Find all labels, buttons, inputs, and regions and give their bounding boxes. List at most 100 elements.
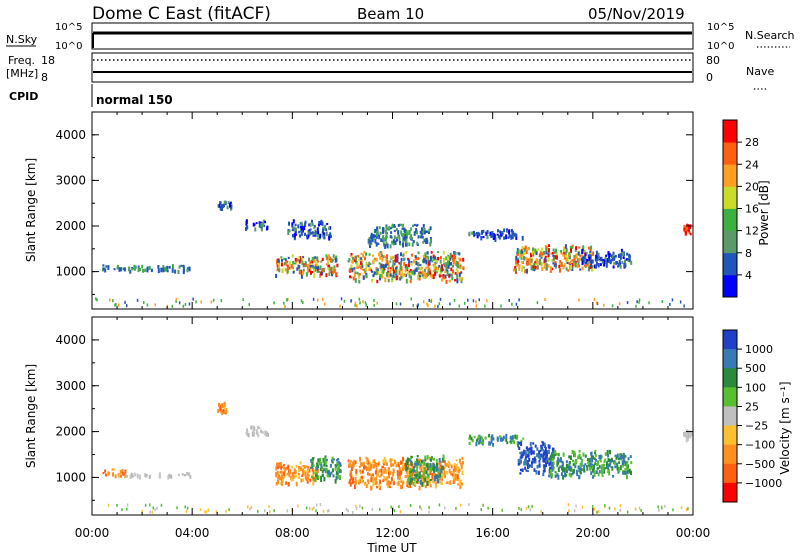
velocity-cell: [604, 458, 607, 461]
power-cell: [426, 230, 428, 233]
power-cell: [553, 250, 556, 254]
velocity-cell: [434, 482, 437, 485]
power-cell: [392, 259, 395, 263]
power-cell: [306, 268, 309, 274]
velocity-cell: [626, 469, 629, 475]
x-tick-label: 12:00: [375, 526, 410, 540]
x-tick-label: 08:00: [275, 526, 310, 540]
power-clutter-cell: [410, 297, 412, 301]
velocity-cell: [294, 474, 297, 478]
power-cell: [413, 231, 416, 236]
power-cell: [378, 226, 381, 230]
power-cell: [382, 227, 384, 232]
velocity-clutter-cell: [184, 505, 186, 509]
velocity-cell: [519, 472, 522, 475]
power-cell: [178, 265, 181, 269]
power-cell: [442, 276, 445, 280]
power-cell: [569, 260, 572, 264]
velocity-cell: [522, 437, 525, 440]
power-cell: [310, 270, 312, 275]
velocity-cell: [583, 470, 586, 473]
velocity-cell: [325, 458, 328, 462]
power-cell: [222, 204, 224, 208]
power-cell: [382, 239, 385, 244]
velocity-cell: [607, 458, 610, 462]
power-cell: [309, 262, 311, 266]
power-cell: [310, 264, 313, 268]
power-cell: [284, 258, 287, 262]
velocity-cell: [395, 463, 398, 468]
velocity-cell: [382, 459, 385, 464]
power-cell: [380, 239, 383, 242]
velocity-cell: [574, 452, 576, 458]
velocity-cell: [431, 472, 434, 477]
velocity-clutter-cell: [326, 509, 329, 513]
velocity-cell: [517, 462, 520, 466]
velocity-cell: [307, 474, 310, 477]
power-cell: [133, 264, 136, 270]
power-cell: [294, 262, 297, 265]
velocity-cell: [552, 466, 555, 469]
power-cell: [589, 257, 592, 261]
velocity-cell: [316, 470, 319, 473]
power-cell: [357, 254, 360, 258]
power-cell: [371, 278, 374, 283]
power-cell: [405, 251, 408, 254]
power-cell: [551, 267, 554, 271]
velocity-colorbar-swatch: [723, 330, 737, 350]
power-clutter-cell: [437, 304, 439, 308]
velocity-cell: [407, 485, 410, 489]
velocity-cell: [457, 466, 460, 470]
velocity-cell: [479, 437, 481, 443]
power-cell: [539, 251, 542, 256]
power-colorbar-tick-label: 12: [745, 225, 759, 238]
power-cell: [588, 263, 591, 267]
velocity-cell: [448, 468, 451, 474]
power-echo-region: [245, 219, 269, 232]
power-cell: [573, 256, 576, 261]
velocity-cell: [457, 470, 460, 474]
power-cell: [494, 237, 497, 242]
velocity-cell: [298, 472, 300, 475]
velocity-cell: [225, 409, 228, 414]
velocity-cell: [251, 431, 254, 437]
velocity-cell: [459, 480, 462, 486]
velocity-cell: [496, 438, 499, 442]
velocity-cell: [415, 470, 418, 475]
power-colorbar-swatch: [723, 120, 737, 143]
power-cell: [499, 230, 502, 234]
power-cell: [405, 236, 408, 239]
velocity-colorbar-tick-label: −1000: [745, 477, 782, 490]
power-cell: [414, 255, 417, 258]
power-cell: [389, 244, 392, 249]
power-cell: [350, 276, 353, 279]
velocity-cell: [409, 471, 412, 474]
velocity-cell: [420, 467, 423, 471]
power-echo-region: [683, 223, 692, 236]
velocity-cell: [267, 432, 269, 437]
power-cell: [402, 254, 405, 257]
power-cell: [327, 261, 329, 265]
velocity-cell: [548, 469, 551, 474]
power-cell: [544, 258, 547, 263]
velocity-cell: [418, 485, 421, 491]
power-cell: [437, 256, 439, 261]
power-cell: [453, 259, 456, 263]
power-cell: [543, 258, 546, 264]
power-cell: [188, 266, 191, 272]
power-cell: [421, 270, 424, 275]
velocity-cell: [366, 466, 368, 472]
velocity-cell: [433, 472, 436, 475]
power-cell: [559, 260, 562, 263]
power-cell: [323, 267, 326, 270]
velocity-cell: [349, 473, 352, 477]
power-clutter-cell: [500, 304, 502, 308]
power-cell: [368, 268, 371, 272]
x-tick-label: 00:00: [676, 526, 711, 540]
power-cell: [524, 245, 527, 250]
velocity-cell: [543, 464, 546, 468]
velocity-cell: [542, 441, 545, 447]
velocity-cell: [441, 474, 444, 479]
power-cell: [376, 279, 379, 284]
power-clutter-cell: [475, 304, 477, 308]
